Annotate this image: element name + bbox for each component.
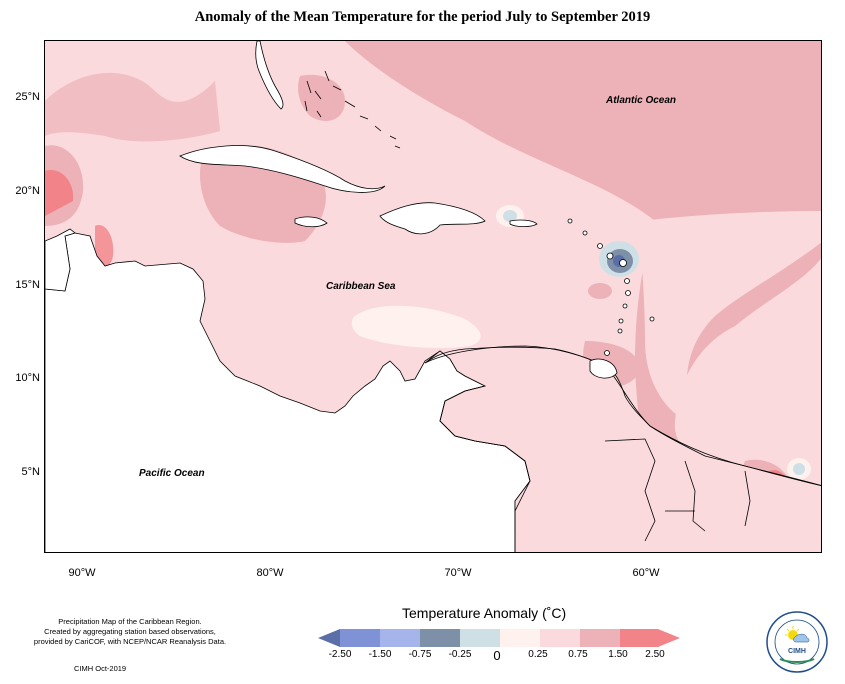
- map-canvas: [45, 41, 821, 552]
- legend-tick-3: -0.25: [448, 649, 472, 660]
- island-hispaniola: [379, 202, 486, 235]
- legend-swatch-4: [460, 629, 500, 647]
- legend-tick-7: 1.50: [608, 649, 628, 660]
- legend-swatch-3: [420, 629, 460, 647]
- legend-tick-8: 2.50: [645, 649, 665, 660]
- legend-swatch-7: [580, 629, 620, 647]
- legend-swatch-6: [540, 629, 580, 647]
- land-masses: [45, 228, 821, 552]
- map-panel: Atlantic Ocean Caribbean Sea Pacific Oce…: [44, 40, 822, 553]
- legend-tick-1: -1.50: [368, 649, 392, 660]
- label-atlantic-ocean: Atlantic Ocean: [606, 95, 677, 106]
- lon-tick-70: 70°W: [444, 567, 472, 579]
- legend-swatch-0: [318, 629, 340, 647]
- caption-credit: CIMH Oct-2019: [74, 664, 127, 673]
- anomaly-zone-low: [351, 305, 481, 348]
- legend-tick-2: -0.75: [408, 649, 432, 660]
- lat-tick-20: 20°N: [15, 185, 40, 197]
- legend-colorbar: [318, 629, 680, 647]
- map-caption: Precipitation Map of the Caribbean Regio…: [8, 617, 252, 647]
- anomaly-zone-atlantic: [345, 41, 821, 552]
- label-caribbean-sea: Caribbean Sea: [326, 281, 396, 292]
- lon-tick-60: 60°W: [632, 567, 660, 579]
- lon-tick-90: 90°W: [68, 567, 96, 579]
- legend-tick-6: 0.75: [568, 649, 588, 660]
- cimh-logo: CIMH: [766, 611, 828, 673]
- caption-line-3: provided by CariCOF, with NCEP/NCAR Rean…: [33, 637, 227, 646]
- legend-swatch-1: [340, 629, 380, 647]
- lat-tick-10: 10°N: [15, 372, 40, 384]
- lat-tick-15: 15°N: [15, 279, 40, 291]
- legend-swatch-5: [500, 629, 540, 647]
- map-title: Anomaly of the Mean Temperature for the …: [194, 9, 651, 25]
- caption-line-1: Precipitation Map of the Caribbean Regio…: [58, 617, 202, 626]
- island-cuba: [179, 145, 386, 193]
- caption-line-2: Created by aggregating station based obs…: [44, 627, 216, 636]
- legend-tick-5: 0.25: [528, 649, 548, 660]
- logo-text: CIMH: [788, 648, 806, 655]
- lat-tick-25: 25°N: [15, 91, 40, 103]
- legend-tick-0: -2.50: [328, 649, 352, 660]
- anomaly-zone-lesser-antilles: [640, 211, 821, 421]
- label-pacific-ocean: Pacific Ocean: [139, 468, 205, 479]
- lat-tick-5: 5°N: [21, 466, 40, 478]
- legend-swatch-2: [380, 629, 420, 647]
- legend-tick-4: 0: [493, 648, 501, 663]
- lon-tick-80: 80°W: [256, 567, 284, 579]
- legend-swatch-8: [620, 629, 680, 647]
- legend-title: Temperature Anomaly (˚C): [402, 605, 567, 621]
